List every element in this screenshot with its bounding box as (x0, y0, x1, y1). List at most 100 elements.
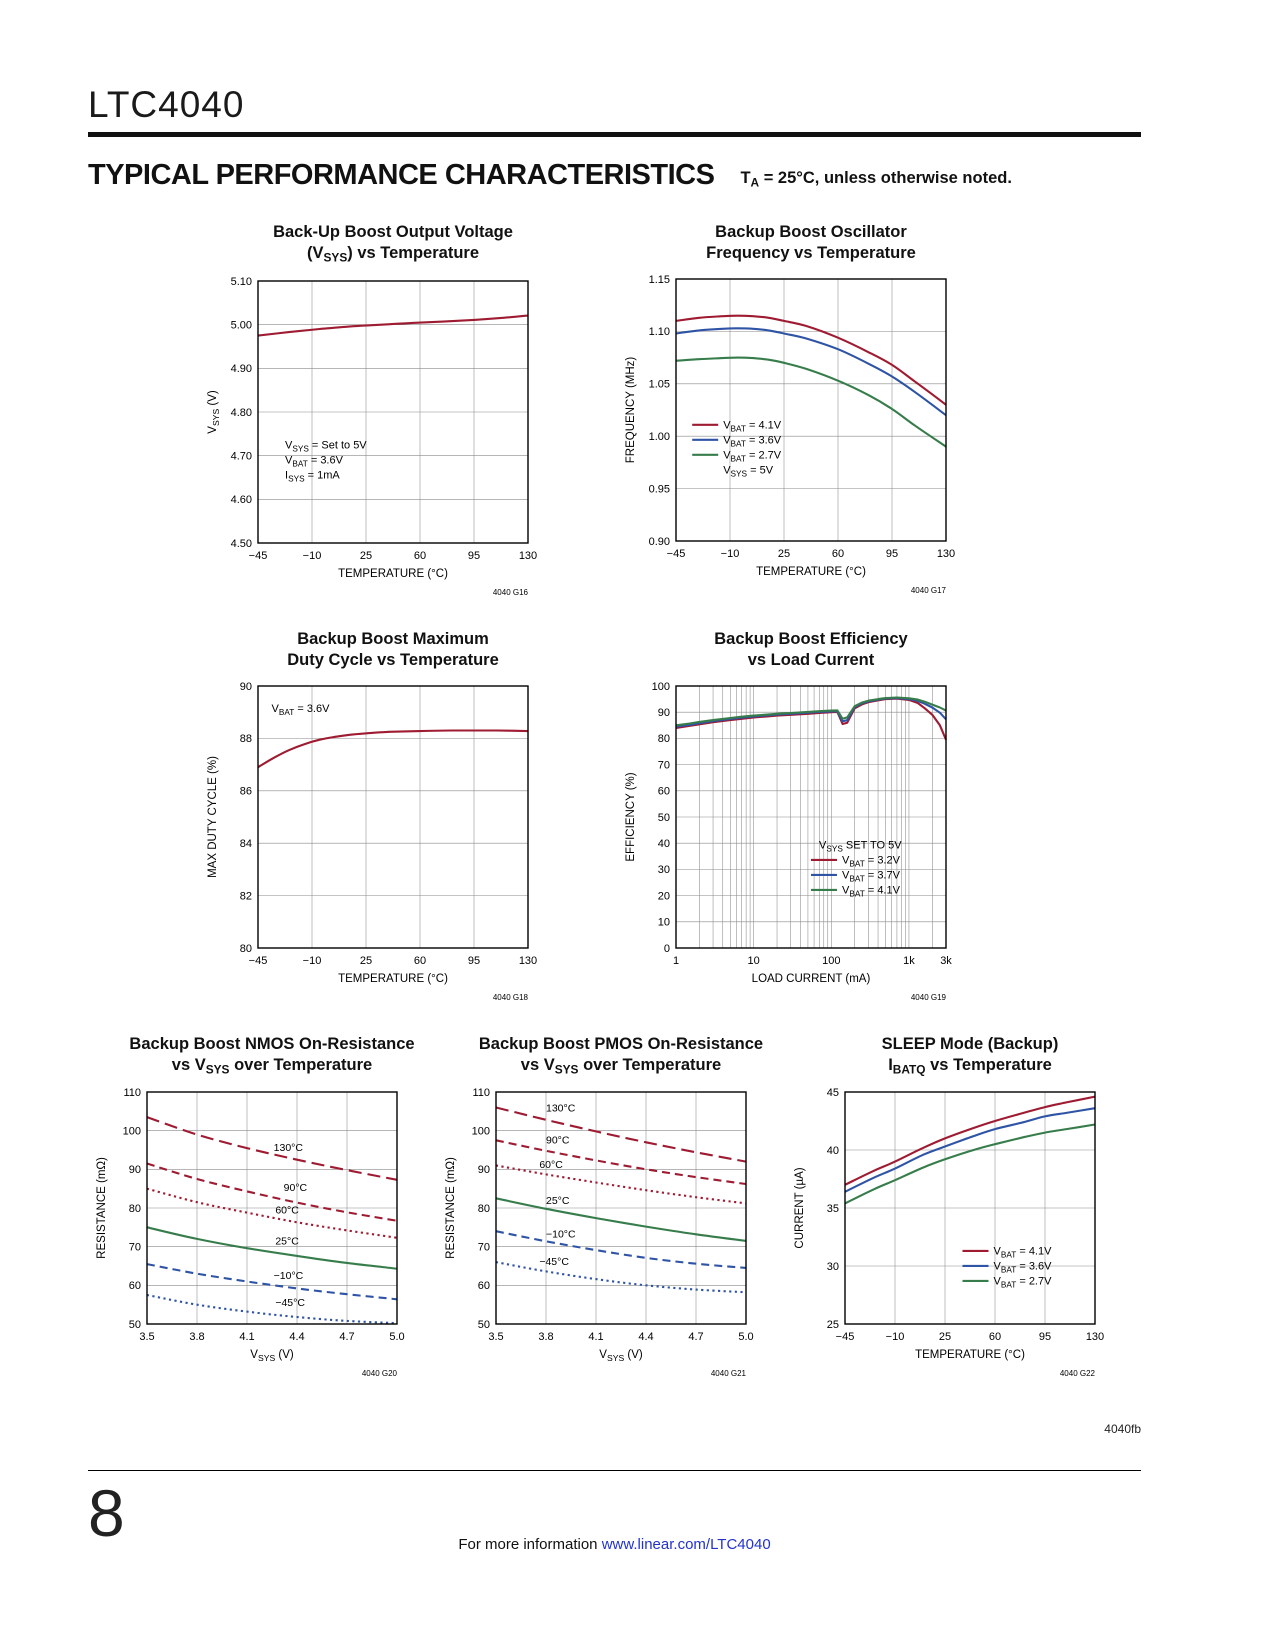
x-tick-label: 3.8 (538, 1331, 553, 1343)
series-v-bat-4.1v (675, 696, 947, 727)
y-tick-label: 4.60 (231, 494, 252, 506)
x-tick-label: 1k (903, 955, 915, 967)
section-head: TYPICAL PERFORMANCE CHARACTERISTICS TA =… (88, 159, 1141, 192)
x-tick-label: 25 (778, 548, 790, 560)
chart-efficiency-vs-load-current: Backup Boost Efficiency vs Load Current 1 1… (620, 629, 964, 1010)
y-tick-label: 100 (123, 1126, 141, 1138)
y-axis-label: RESISTANCE (mΩ) (445, 1157, 457, 1259)
x-tick-label: 130 (1086, 1331, 1104, 1343)
y-tick-label: 60 (129, 1281, 141, 1293)
plot-border (495, 1091, 747, 1326)
grid (496, 1092, 746, 1325)
footer-link[interactable]: www.linear.com/LTC4040 (601, 1536, 771, 1554)
section-note: TA = 25°C, unless otherwise noted. (740, 168, 1012, 189)
legend-label: VBAT = 3.6V (723, 435, 782, 449)
annotation: VBAT = 3.6V (285, 454, 344, 468)
x-tick-label: 130 (519, 955, 537, 967)
grid (676, 279, 946, 542)
y-tick-label: 84 (240, 838, 252, 850)
x-tick-label: 4.4 (289, 1331, 304, 1343)
x-tick-label: 130 (937, 548, 955, 560)
y-tick-label: 0.95 (649, 484, 670, 496)
x-tick-label: −45 (249, 955, 268, 967)
series-v-bat-4.1v (675, 314, 947, 406)
series-v-bat-4.1v (844, 1096, 1096, 1187)
legend-label: VBAT = 3.2V (842, 854, 901, 868)
chart-canvas: −45 −10 25 60 95 130 0.90 0.95 1.00 1.05 1.10 1.15 T… (625, 274, 955, 595)
graph-code: 4040 G19 (911, 993, 947, 1002)
x-tick-label: −10 (886, 1331, 905, 1343)
x-tick-label: 95 (1039, 1331, 1051, 1343)
x-axis-label: VSYS (V) (599, 1349, 643, 1363)
x-tick-label: 5.0 (738, 1331, 753, 1343)
legend-label: VBAT = 3.6V (994, 1261, 1053, 1275)
chart-title: Backup Boost NMOS On-Resistance vs VSYS o… (129, 1034, 415, 1077)
curve-label: 60°C (539, 1160, 563, 1172)
x-tick-label: 5.0 (389, 1331, 404, 1343)
x-tick-label: 60 (414, 955, 426, 967)
chart-pmos-on-resistance: Backup Boost PMOS On-Resistance vs VSYS o… (440, 1034, 764, 1387)
x-tick-label: −45 (249, 550, 268, 562)
series-v-bat-3.6v (675, 327, 947, 417)
chart-canvas: −45 −10 25 60 95 130 4.50 4.60 4.70 4.80 4.90 5.00 5… (207, 275, 537, 597)
charts-row-3: Backup Boost NMOS On-Resistance vs VSYS o… (91, 1034, 1141, 1387)
y-axis-label: EFFICIENCY (%) (625, 772, 637, 861)
y-tick-label: 110 (123, 1087, 141, 1099)
series-v-bat-3.6v (257, 729, 529, 768)
chart-canvas: 1 10 100 1k 3k 0 10 20 30 40 50 60 70 80 90 100 LOAD CUR… (625, 681, 952, 1002)
y-tick-label: 110 (472, 1087, 490, 1099)
curve-label: −45°C (275, 1298, 305, 1310)
legend-footer: VSYS = 5V (723, 465, 774, 479)
y-tick-label: 90 (129, 1165, 141, 1177)
series--10-c (495, 1230, 747, 1270)
x-tick-label: −45 (667, 548, 686, 560)
x-tick-label: 3.8 (189, 1331, 204, 1343)
x-tick-label: 60 (414, 550, 426, 562)
y-tick-label: 80 (658, 733, 670, 745)
series-v-bat-2.7v (675, 356, 947, 448)
curve-label: 25°C (275, 1236, 299, 1248)
x-tick-label: 3.5 (139, 1331, 154, 1343)
chart-title: SLEEP Mode (Backup) IBATQ vs Temperature (881, 1034, 1059, 1077)
y-tick-label: 50 (129, 1319, 141, 1331)
y-tick-label: 45 (827, 1087, 839, 1099)
y-tick-label: 30 (827, 1261, 839, 1273)
y-tick-label: 90 (478, 1165, 490, 1177)
y-tick-label: 80 (240, 943, 252, 955)
chart-title: Backup Boost PMOS On-Resistance vs VSYS o… (478, 1034, 764, 1077)
y-tick-label: 82 (240, 890, 252, 902)
x-tick-label: 4.7 (339, 1331, 354, 1343)
curve-label: −10°C (274, 1271, 304, 1283)
graph-code: 4040 G16 (493, 588, 529, 597)
x-tick-label: −10 (303, 550, 322, 562)
x-tick-label: 95 (468, 550, 480, 562)
series-60-c (495, 1164, 747, 1205)
y-tick-label: 100 (652, 681, 670, 693)
charts-grid: Back-Up Boost Output Voltage (VSYS) vs Te… (88, 222, 1141, 1386)
y-axis-label: CURRENT (µA) (794, 1168, 806, 1249)
y-tick-label: 4.70 (231, 450, 252, 462)
footer-info-text: For more information (458, 1536, 602, 1554)
legend-label: VBAT = 4.1V (994, 1246, 1053, 1260)
footer-bottom: 8 For more information www.linear.com/LT… (88, 1471, 1141, 1581)
part-number: LTC4040 (88, 84, 245, 125)
x-tick-label: 4.7 (688, 1331, 703, 1343)
plot-border (257, 279, 529, 544)
x-tick-label: 60 (832, 548, 844, 560)
graph-code: 4040 G21 (711, 1369, 747, 1378)
y-tick-label: 1.10 (649, 326, 670, 338)
y-tick-label: 10 (658, 916, 670, 928)
x-tick-label: 1 (673, 955, 679, 967)
section-title: TYPICAL PERFORMANCE CHARACTERISTICS (88, 159, 715, 191)
series-v-sys- (257, 314, 529, 337)
footer-rule (88, 1470, 1141, 1472)
plot-border (675, 278, 947, 542)
legend-label: VBAT = 4.1V (842, 884, 901, 898)
legend-label: VBAT = 2.7V (723, 450, 782, 464)
chart-sleep-mode-current: SLEEP Mode (Backup) IBATQ vs Temperature −… (789, 1034, 1113, 1387)
y-tick-label: 60 (478, 1281, 490, 1293)
x-tick-label: 4.1 (588, 1331, 603, 1343)
curve-label: 130°C (274, 1142, 304, 1154)
